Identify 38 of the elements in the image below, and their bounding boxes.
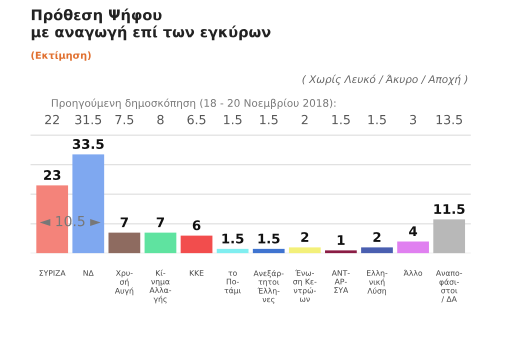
- text: 3: [410, 114, 416, 124]
- text: Προηγούμενη δημοσκόπηση (18 - 20 Νοεμβρίου 2018):: [52, 98, 336, 109]
- text: 2: [302, 114, 308, 124]
- annotation: ◄ 10.5 ►: [40, 216, 101, 226]
- data-label: 11.5: [434, 204, 465, 214]
- bar: [144, 232, 176, 254]
- data-label: 1.5: [258, 234, 280, 244]
- text: 7.5: [115, 115, 134, 124]
- bar: [180, 236, 212, 254]
- text: 8: [157, 114, 164, 124]
- bar: [108, 232, 140, 254]
- bar: [288, 247, 321, 254]
- data-label: 1: [338, 235, 345, 245]
- data-label: 4: [409, 226, 418, 236]
- text: 13.5: [436, 114, 462, 124]
- data-label: 7: [156, 217, 164, 228]
- bar: [397, 241, 429, 254]
- text: 31.5: [75, 114, 102, 124]
- bar: [433, 219, 466, 254]
- text: 22: [45, 114, 59, 124]
- data-label: 33.5: [72, 139, 104, 150]
- text: 1.5: [260, 115, 278, 124]
- bar: [216, 248, 249, 254]
- text: 1.5: [332, 115, 350, 124]
- data-label: 23: [44, 170, 60, 180]
- text: ( Χωρίς Λευκό / Άκυρο / Αποχή ): [302, 74, 468, 86]
- data-label: 2: [301, 232, 308, 242]
- text: 6.5: [187, 114, 206, 124]
- data-label: 7: [120, 217, 128, 228]
- data-label: 2: [373, 232, 380, 242]
- data-label: 1.5: [222, 234, 244, 244]
- text: 1.5: [368, 115, 386, 124]
- text: 1.5: [224, 115, 242, 124]
- chart-subtitle: (Εκτίμηση): [31, 51, 91, 61]
- data-label: 6: [192, 220, 200, 230]
- chart-title: Πρόθεση Ψήφου με αναγωγή επί των εγκύρων: [32, 8, 270, 40]
- bar: [252, 248, 285, 254]
- bar: [361, 247, 393, 254]
